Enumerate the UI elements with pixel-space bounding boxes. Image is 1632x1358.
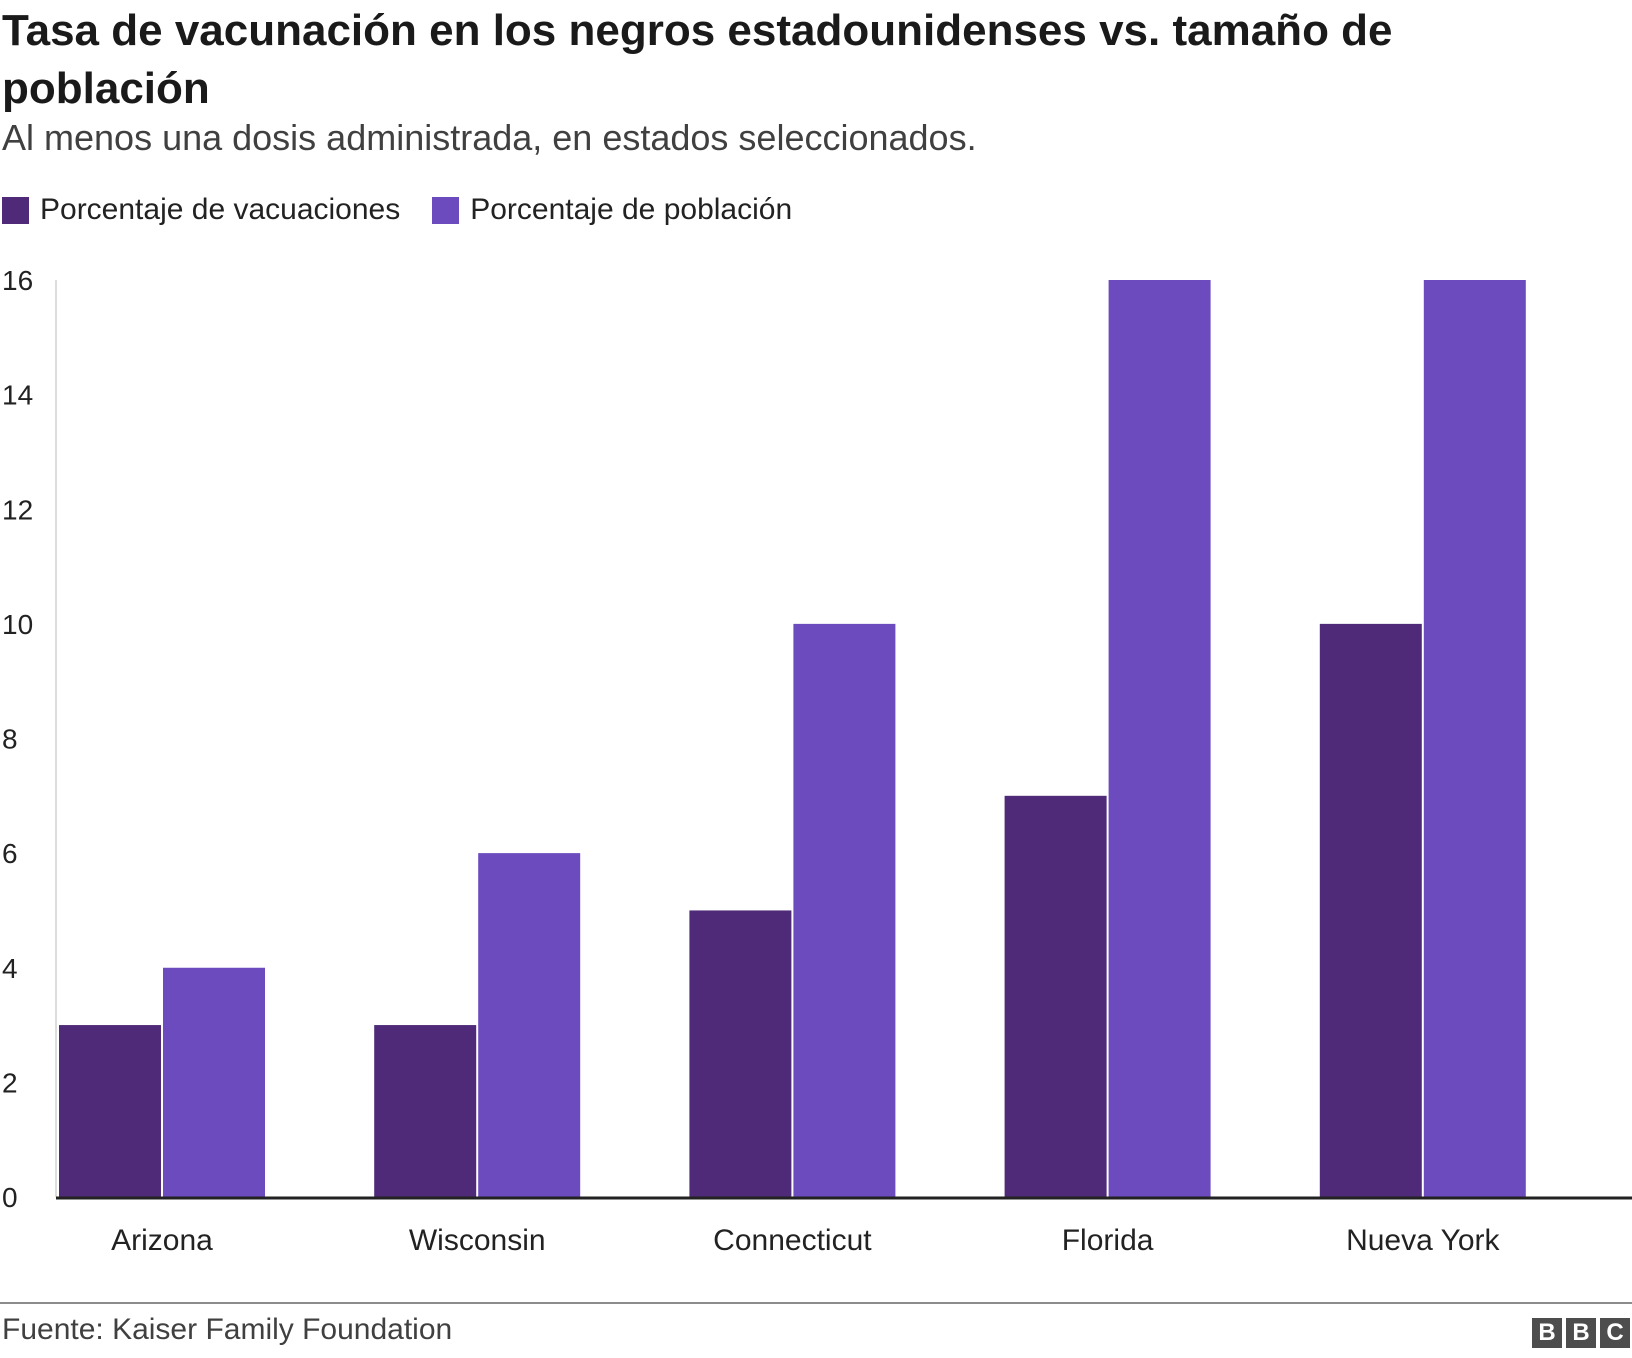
legend-swatch-vacunaciones [2, 196, 29, 224]
bar-chart: 0 2 4 6 8 10 12 14 16 Arizona Wisconsin Connecticut… [2, 265, 1632, 1257]
y-tick-label: 2 [2, 1067, 18, 1098]
y-tick-label: 16 [2, 265, 33, 296]
bar-vacunaciones [59, 1025, 161, 1197]
x-tick-label: Wisconsin [409, 1224, 546, 1257]
logo-letter: B [1566, 1318, 1596, 1348]
bar-vacunaciones [1004, 795, 1107, 1197]
chart-title: Tasa de vacunación en los negros estadou… [2, 6, 1393, 113]
footer-divider [0, 1302, 1632, 1304]
bar-vacunaciones [374, 1025, 477, 1197]
y-tick-label: 6 [2, 838, 18, 869]
bar-poblacion [1108, 280, 1211, 1197]
bar-poblacion [1423, 280, 1526, 1197]
x-tick-label: Arizona [111, 1224, 213, 1257]
x-tick-label: Florida [1062, 1224, 1154, 1257]
y-tick-label: 12 [2, 494, 33, 525]
bar-poblacion [478, 853, 581, 1197]
bar-vacunaciones [689, 910, 792, 1197]
y-tick-label: 14 [2, 380, 33, 411]
legend-swatch-poblacion [432, 196, 460, 224]
legend-label-poblacion: Porcentaje de población [470, 193, 793, 226]
source-note: Fuente: Kaiser Family Foundation [2, 1313, 453, 1346]
chart-subtitle: Al menos una dosis administrada, en esta… [2, 117, 977, 158]
legend-item-poblacion: Porcentaje de población [432, 193, 792, 227]
y-tick-label: 4 [2, 953, 18, 984]
legend: Porcentaje de vacuaciones Porcentaje de … [2, 193, 824, 227]
y-tick-label: 8 [2, 724, 18, 755]
bar-poblacion [163, 967, 265, 1197]
y-tick-label: 0 [2, 1182, 18, 1213]
legend-item-vacunaciones: Porcentaje de vacuaciones [2, 193, 400, 227]
bbc-logo: B B C [1532, 1318, 1630, 1348]
logo-letter: B [1532, 1318, 1562, 1348]
logo-letter: C [1600, 1318, 1630, 1348]
legend-label-vacunaciones: Porcentaje de vacuaciones [40, 193, 401, 226]
x-tick-label: Connecticut [713, 1224, 872, 1257]
x-tick-label: Nueva York [1346, 1224, 1500, 1257]
y-tick-label: 10 [2, 609, 33, 640]
bar-poblacion [793, 623, 896, 1197]
bar-vacunaciones [1319, 623, 1422, 1197]
